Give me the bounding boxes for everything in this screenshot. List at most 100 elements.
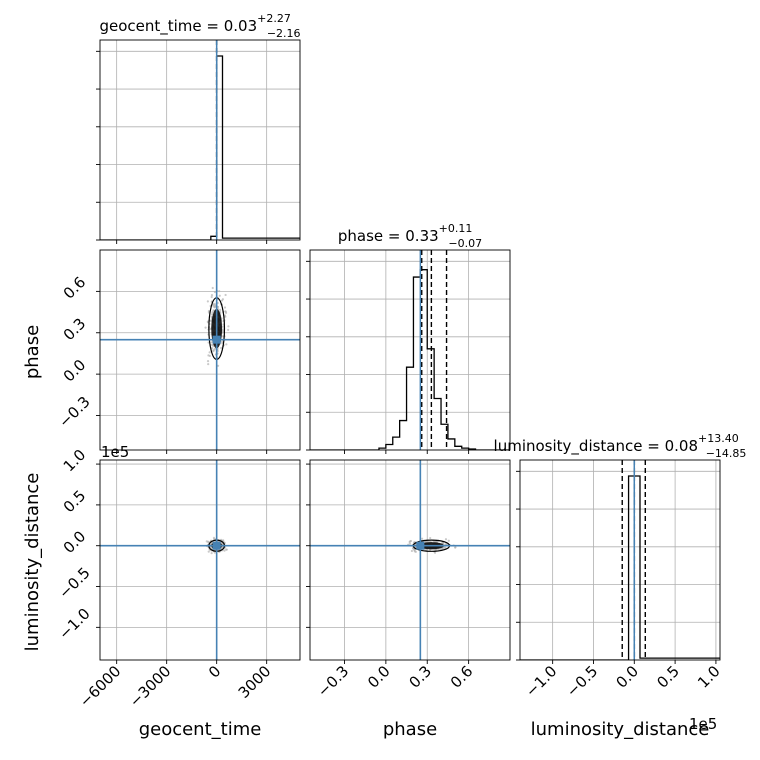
sample-point bbox=[207, 363, 210, 366]
panel-geocent_time-geocent_time bbox=[100, 40, 300, 240]
sample-point bbox=[218, 294, 221, 297]
sample-point bbox=[220, 299, 224, 302]
xlabel-luminosity-distance: luminosity_distance bbox=[531, 719, 710, 740]
sample-point bbox=[223, 549, 226, 552]
sample-point bbox=[208, 354, 211, 358]
sample-point bbox=[207, 540, 210, 543]
sample-point bbox=[212, 305, 215, 308]
ylabel-luminosity-distance: luminosity_distance bbox=[22, 473, 43, 652]
sample-point bbox=[433, 551, 437, 554]
x-tick-label-luminosity_distance: −0.5 bbox=[563, 662, 601, 700]
sample-point bbox=[408, 542, 412, 545]
sample-point bbox=[211, 347, 214, 350]
x-tick-label-geocent_time: 0 bbox=[205, 662, 224, 681]
histogram-luminosity_distance bbox=[520, 475, 720, 660]
sample-point bbox=[421, 537, 424, 540]
plot-data bbox=[100, 40, 720, 660]
sample-point bbox=[410, 549, 414, 553]
panel-phase-luminosity_distance bbox=[310, 460, 510, 660]
histogram-phase bbox=[310, 269, 510, 450]
x-tick-label-geocent_time: −6000 bbox=[76, 662, 125, 711]
title-phase: phase = 0.33+0.11 −0.07 bbox=[338, 222, 482, 250]
panel-frame bbox=[99, 39, 301, 241]
panel-frame bbox=[99, 249, 301, 451]
panel-frame bbox=[309, 249, 511, 451]
panel-frame bbox=[519, 459, 721, 661]
ylabel-phase: phase bbox=[22, 325, 43, 379]
sample-point bbox=[209, 327, 212, 331]
sample-point bbox=[225, 343, 228, 346]
y-tick-label-luminosity_distance: 0.0 bbox=[60, 527, 90, 557]
x-tick-label-geocent_time: −3000 bbox=[126, 662, 175, 711]
panel-frame bbox=[99, 459, 301, 661]
title-geocent-time: geocent_time = 0.03+2.27 −2.16 bbox=[99, 12, 300, 40]
sample-point bbox=[445, 543, 448, 546]
x-tick-label-phase: 0.0 bbox=[364, 662, 394, 692]
y-tick-label-phase: 0.0 bbox=[60, 356, 90, 386]
sample-point bbox=[227, 328, 230, 331]
y-tick-label-luminosity_distance: −0.5 bbox=[55, 564, 93, 602]
sample-point bbox=[227, 325, 230, 328]
sample-point bbox=[223, 306, 227, 309]
title-luminosity-distance: luminosity_distance = 0.08+13.40 −14.85 bbox=[494, 432, 747, 460]
sample-point bbox=[409, 539, 413, 543]
x-tick-label-luminosity_distance: −1.0 bbox=[522, 662, 560, 700]
x-tick-label-phase: −0.3 bbox=[314, 662, 352, 700]
sample-point bbox=[454, 546, 457, 549]
sample-point bbox=[211, 311, 214, 314]
sample-point bbox=[210, 552, 213, 555]
sample-point bbox=[224, 293, 227, 297]
y-tick-label-luminosity_distance: 0.5 bbox=[60, 487, 90, 517]
tick-labels: −0.30.00.30.6−6000 −3000 0 3000−1.0−0.50.00… bbox=[55, 273, 724, 711]
sample-point bbox=[429, 536, 432, 540]
panel-geocent_time-phase bbox=[100, 250, 300, 450]
sample-point bbox=[225, 548, 228, 551]
sample-point bbox=[220, 346, 223, 350]
x-offset-label: 1e5 bbox=[689, 715, 717, 733]
sample-point bbox=[206, 300, 209, 303]
xlabel-phase: phase bbox=[383, 719, 437, 740]
sample-point bbox=[219, 308, 222, 311]
sample-point bbox=[212, 349, 215, 352]
sample-point bbox=[444, 546, 447, 549]
panel-phase-phase bbox=[310, 250, 510, 450]
sample-point bbox=[213, 290, 217, 294]
sample-point bbox=[216, 305, 220, 309]
sample-point bbox=[218, 290, 221, 293]
sample-point bbox=[214, 305, 217, 308]
sample-point bbox=[210, 293, 214, 297]
sample-point bbox=[426, 540, 429, 543]
sample-point bbox=[206, 359, 210, 363]
y-tick-label-luminosity_distance: 1.0 bbox=[60, 446, 90, 476]
sample-point bbox=[221, 335, 225, 338]
sample-point bbox=[211, 343, 214, 346]
sample-point bbox=[216, 364, 220, 367]
sample-point bbox=[211, 313, 214, 316]
sample-point bbox=[210, 341, 213, 344]
sample-point bbox=[211, 286, 214, 290]
x-tick-label-luminosity_distance: 0.5 bbox=[653, 662, 683, 692]
sample-point bbox=[447, 539, 450, 542]
truth-marker bbox=[212, 335, 221, 344]
y-offset-label: 1e5 bbox=[101, 443, 129, 461]
grid-lines bbox=[100, 40, 720, 660]
x-tick-label-luminosity_distance: 0.0 bbox=[613, 662, 643, 692]
y-tick-label-luminosity_distance: −1.0 bbox=[55, 605, 93, 643]
sample-point bbox=[208, 351, 211, 354]
panel-luminosity_distance-luminosity_distance bbox=[520, 460, 720, 660]
xlabel-geocent-time: geocent_time bbox=[139, 719, 262, 740]
sample-point bbox=[207, 550, 210, 553]
sample-point bbox=[442, 546, 445, 550]
sample-point bbox=[444, 538, 448, 541]
x-tick-label-geocent_time: 3000 bbox=[235, 662, 275, 702]
y-tick-label-phase: 0.6 bbox=[60, 273, 90, 303]
truth-marker bbox=[416, 541, 425, 550]
y-tick-label-phase: −0.3 bbox=[55, 393, 93, 431]
y-tick-label-phase: 0.3 bbox=[60, 314, 90, 344]
sample-point bbox=[221, 325, 225, 328]
panel-geocent_time-luminosity_distance bbox=[100, 460, 300, 660]
sample-point bbox=[204, 326, 207, 329]
x-tick-label-phase: 0.3 bbox=[405, 662, 435, 692]
x-tick-label-luminosity_distance: 1.0 bbox=[694, 662, 724, 692]
